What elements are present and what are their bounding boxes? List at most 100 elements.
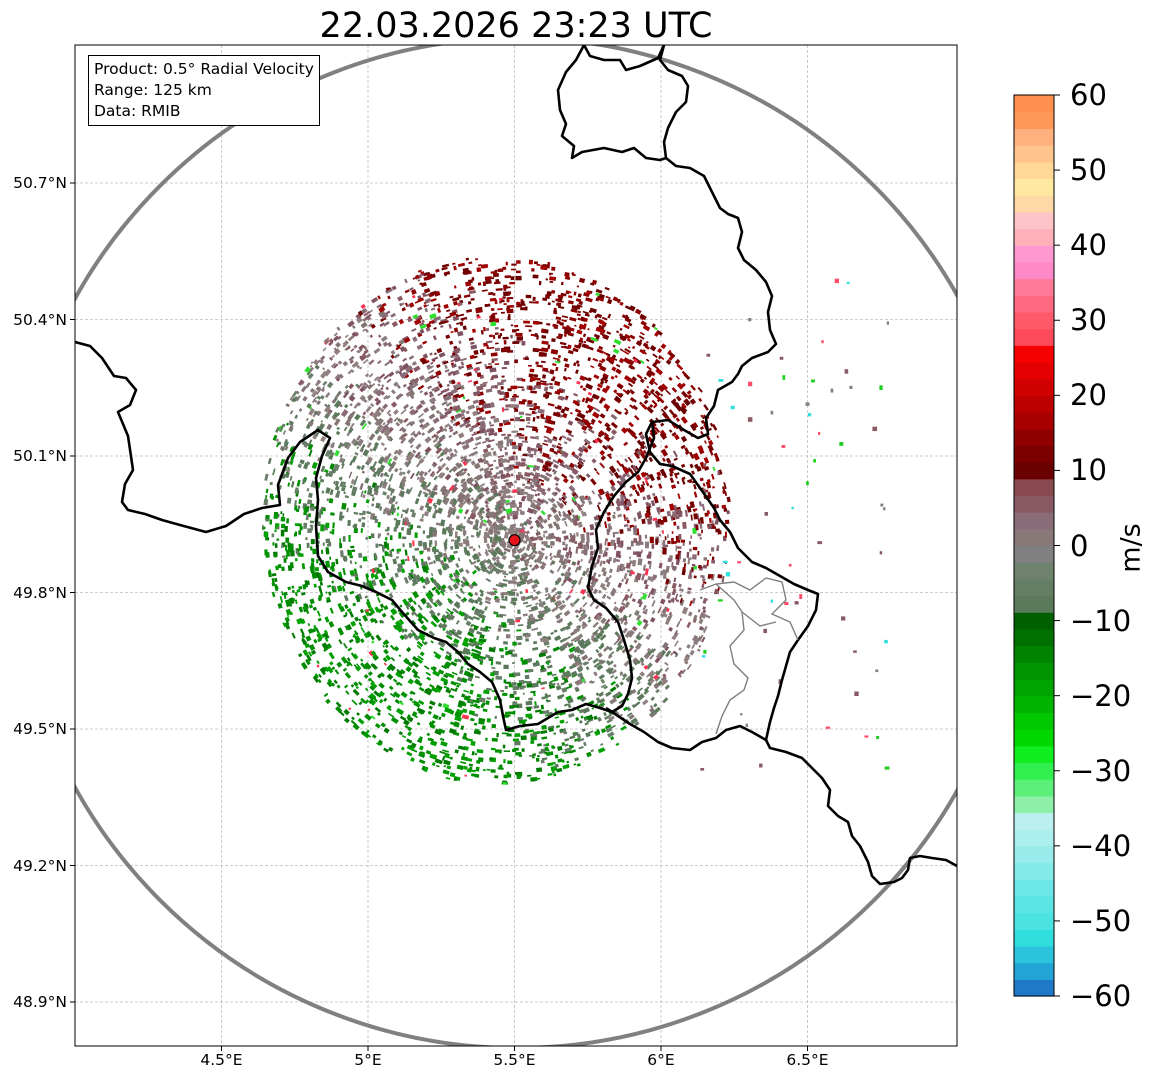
echo-gate — [536, 680, 540, 683]
echo-gate — [312, 548, 317, 555]
echo-gate — [523, 601, 529, 605]
echo-gate — [697, 550, 700, 556]
echo-gate — [639, 541, 644, 545]
echo-gate — [423, 665, 430, 670]
echo-gate — [510, 324, 514, 327]
echo-gate — [331, 585, 336, 593]
echo-gate — [698, 618, 704, 625]
echo-gate — [605, 538, 608, 542]
echo-gate — [481, 522, 487, 527]
echo-gate — [606, 453, 613, 460]
echo-gate — [527, 400, 533, 405]
echo-gate — [476, 693, 482, 698]
echo-gate — [547, 344, 551, 350]
echo-gate — [456, 764, 464, 771]
echo-gate — [371, 640, 375, 644]
echo-gate — [511, 500, 516, 505]
echo-gate — [439, 413, 445, 418]
echo-gate — [484, 605, 488, 611]
echo-gate — [664, 444, 669, 449]
echo-gate — [494, 749, 502, 753]
echo-gate — [542, 530, 548, 534]
echo-gate — [336, 326, 341, 331]
echo-gate — [545, 472, 553, 478]
echo-gate — [495, 661, 502, 665]
echo-gate — [579, 385, 584, 389]
echo-gate — [449, 772, 456, 778]
echo-gate — [686, 621, 692, 629]
echo-gate — [508, 564, 514, 568]
echo-gate — [269, 481, 273, 486]
echo-gate — [702, 606, 706, 610]
echo-gate — [472, 446, 478, 450]
echo-gate — [641, 350, 647, 355]
echo-gate — [615, 506, 621, 512]
echo-gate — [565, 695, 572, 701]
echo-gate — [364, 477, 370, 484]
echo-gate — [636, 619, 643, 627]
echo-gate — [490, 661, 494, 666]
echo-gate — [484, 303, 491, 308]
echo-gate — [433, 504, 438, 509]
echo-gate — [532, 296, 536, 301]
echo-gate — [326, 381, 334, 389]
echo-gate — [507, 618, 514, 623]
echo-gate — [349, 560, 353, 564]
echo-gate — [377, 341, 382, 347]
echo-gate — [590, 478, 597, 486]
echo-gate — [395, 501, 398, 505]
echo-gate — [681, 668, 687, 675]
echo-gate — [289, 562, 294, 569]
echo-gate — [392, 602, 397, 609]
echo-gate — [664, 536, 667, 541]
radar-echoes — [261, 257, 890, 785]
echo-gate — [576, 313, 581, 317]
echo-gate — [510, 385, 518, 390]
echo-gate — [587, 338, 595, 344]
echo-gate — [360, 730, 365, 735]
echo-gate — [365, 601, 372, 609]
echo-gate — [686, 590, 691, 595]
echo-gate — [535, 377, 541, 381]
echo-gate — [622, 350, 630, 355]
echo-gate — [319, 475, 322, 480]
echo-gate — [488, 421, 492, 425]
echo-gate — [322, 508, 327, 512]
echo-gate — [451, 363, 457, 369]
echo-gate — [637, 558, 643, 566]
echo-gate — [460, 725, 465, 731]
echo-gate — [505, 501, 513, 506]
echo-gate — [514, 741, 521, 746]
echo-gate — [317, 617, 322, 622]
echo-gate — [707, 573, 711, 580]
echo-gate — [378, 563, 383, 568]
echo-gate — [649, 345, 657, 352]
echo-gate — [503, 360, 510, 365]
echo-gate — [485, 625, 492, 629]
echo-gate — [460, 416, 466, 420]
echo-gate — [687, 587, 692, 591]
echo-gate — [378, 543, 383, 547]
echo-gate — [375, 502, 381, 509]
echo-gate — [629, 493, 633, 497]
echo-gate — [715, 528, 720, 533]
echo-gate — [481, 289, 488, 292]
echo-gate — [592, 357, 599, 362]
echo-gate — [554, 754, 559, 759]
echo-gate — [565, 721, 569, 724]
echo-gate — [503, 531, 510, 539]
echo-gate — [334, 669, 340, 675]
echo-gate — [456, 536, 461, 542]
echo-gate — [592, 588, 599, 595]
echo-gate — [408, 525, 411, 528]
echo-gate — [407, 317, 413, 323]
echo-gate — [356, 712, 360, 716]
echo-gate — [716, 504, 720, 509]
echo-gate — [281, 544, 284, 549]
echo-gate — [707, 524, 713, 528]
echo-gate — [706, 559, 709, 567]
echo-gate — [501, 407, 505, 412]
echo-gate — [384, 563, 389, 571]
echo-gate — [500, 654, 505, 659]
echo-gate — [623, 566, 626, 571]
